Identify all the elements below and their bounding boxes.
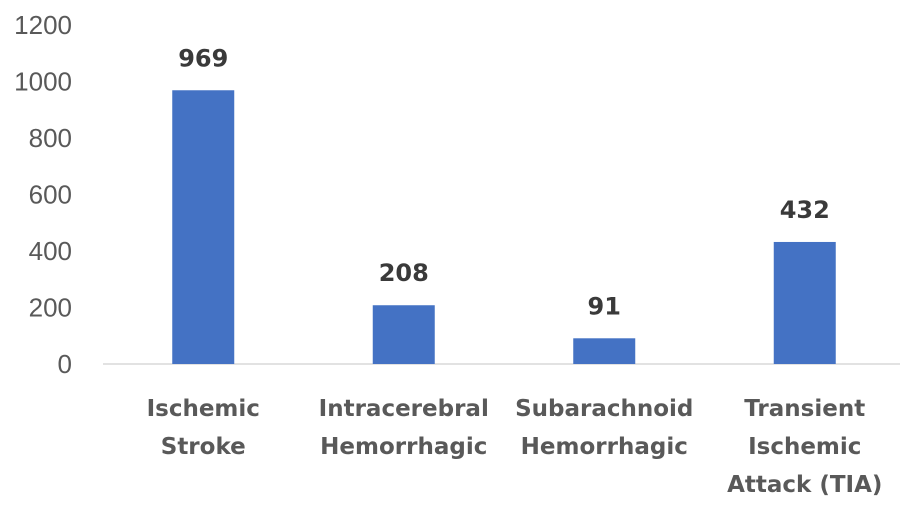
y-tick-label: 1200 xyxy=(14,10,72,40)
y-tick-label: 600 xyxy=(29,180,72,210)
x-tick-label: Transient Ischemic Attack (TIA) xyxy=(727,396,882,498)
data-label: 91 xyxy=(588,292,621,320)
bar xyxy=(573,338,636,364)
bar xyxy=(773,241,836,364)
y-tick-label: 0 xyxy=(58,349,72,379)
y-axis: 0 200 400 600 800 1000 1200 xyxy=(14,10,72,379)
data-label: 432 xyxy=(780,196,830,224)
data-labels: 969 208 91 432 xyxy=(178,44,830,320)
x-tick-label: Subarachnoid Hemorrhagic xyxy=(515,396,693,460)
y-tick-label: 400 xyxy=(29,236,72,266)
data-label: 969 xyxy=(178,44,228,72)
bar xyxy=(172,90,235,364)
data-label: 208 xyxy=(379,259,429,287)
x-tick-label: Ischemic Stroke xyxy=(147,396,260,460)
y-tick-label: 200 xyxy=(29,293,72,323)
y-tick-label: 1000 xyxy=(14,67,72,97)
x-tick-label: Intracerebral Hemorrhagic xyxy=(319,396,489,460)
x-axis: Ischemic Stroke Intracerebral Hemorrhagic Su… xyxy=(147,396,883,498)
bars xyxy=(172,90,836,364)
bar xyxy=(372,305,435,364)
y-tick-label: 800 xyxy=(29,123,72,153)
